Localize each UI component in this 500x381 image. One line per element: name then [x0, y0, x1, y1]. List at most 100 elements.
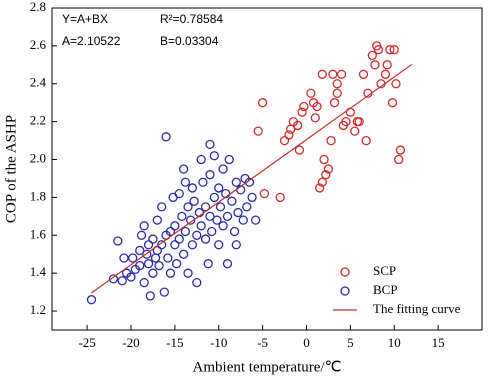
point — [299, 101, 309, 112]
point — [186, 215, 196, 225]
x-tick-label: -15 — [166, 335, 183, 350]
y-tick-label: 2.0 — [30, 151, 46, 166]
point — [189, 196, 199, 206]
point — [350, 126, 360, 136]
point — [135, 245, 145, 256]
annotation: R²=0.78584 — [160, 12, 223, 26]
point — [170, 221, 180, 231]
x-tick-label: 10 — [388, 335, 401, 350]
point — [233, 207, 243, 218]
point — [367, 50, 377, 61]
x-tick-label: 15 — [432, 335, 445, 350]
point — [165, 268, 176, 278]
x-tick-label: -5 — [257, 335, 268, 350]
point — [161, 132, 171, 142]
legend-label: The fitting curve — [373, 301, 461, 316]
y-tick-label: 2.6 — [30, 37, 47, 52]
point — [135, 260, 145, 271]
point — [148, 234, 158, 244]
point — [341, 116, 351, 127]
plot-frame — [51, 7, 483, 331]
y-tick-label: 1.6 — [30, 226, 47, 241]
point — [154, 260, 164, 271]
x-tick-label: -20 — [122, 335, 139, 350]
point — [222, 259, 233, 269]
point — [391, 79, 401, 89]
point — [180, 226, 191, 237]
point — [354, 116, 364, 127]
point — [393, 154, 404, 165]
point — [187, 240, 198, 250]
point — [279, 135, 290, 146]
point — [224, 154, 234, 165]
y-tick-label: 2.2 — [30, 113, 46, 128]
point — [165, 226, 176, 237]
point — [293, 120, 303, 131]
point — [284, 130, 294, 140]
point — [275, 192, 285, 203]
point — [317, 177, 327, 187]
point — [205, 211, 215, 222]
point — [247, 192, 257, 203]
point — [214, 240, 224, 250]
point — [345, 107, 356, 117]
y-tick-label: 1.4 — [30, 264, 47, 279]
point — [310, 113, 320, 123]
point — [231, 240, 241, 250]
point — [370, 60, 380, 70]
point — [180, 177, 191, 187]
point — [163, 253, 173, 263]
x-tick-label: -10 — [210, 335, 227, 350]
x-tick-label: 0 — [303, 335, 310, 350]
point — [242, 202, 252, 212]
legend-marker — [340, 286, 350, 296]
point — [358, 69, 369, 79]
point — [170, 240, 180, 250]
y-tick-label: 2.8 — [30, 0, 46, 14]
point — [222, 211, 233, 222]
point — [328, 69, 338, 79]
x-tick-label: 5 — [347, 335, 354, 350]
point — [119, 253, 129, 263]
legend-label: SCP — [373, 263, 396, 278]
point — [157, 240, 167, 250]
point — [238, 215, 248, 225]
y-tick-label: 1.2 — [30, 302, 46, 317]
point — [177, 211, 187, 222]
point — [231, 177, 241, 187]
point — [171, 259, 182, 269]
point — [229, 226, 240, 237]
point — [259, 188, 270, 199]
point — [198, 177, 208, 187]
point — [215, 202, 226, 212]
point — [395, 145, 406, 155]
legend-marker — [340, 267, 350, 277]
point — [317, 69, 327, 79]
point — [332, 79, 342, 89]
point — [142, 249, 152, 259]
point — [183, 268, 193, 278]
point — [203, 259, 213, 269]
x-axis-title: Ambient temperature/℃ — [193, 359, 342, 375]
point — [207, 226, 217, 237]
x-tick-label: -25 — [78, 335, 95, 350]
annotation: A=2.10522 — [62, 34, 121, 48]
point — [361, 135, 371, 146]
point — [139, 221, 149, 231]
point — [152, 215, 162, 225]
y-tick-label: 1.8 — [30, 188, 46, 203]
y-axis-title: COP of the ASHP — [3, 115, 19, 223]
point — [209, 192, 219, 203]
point — [200, 234, 211, 244]
point — [196, 221, 206, 231]
point — [380, 69, 391, 79]
point — [178, 164, 189, 174]
annotation: Y=A+BX — [62, 12, 108, 26]
point — [108, 274, 119, 284]
legend-label: BCP — [373, 282, 398, 297]
point — [382, 60, 392, 70]
point — [145, 291, 155, 301]
point — [86, 295, 97, 305]
point — [174, 188, 184, 199]
